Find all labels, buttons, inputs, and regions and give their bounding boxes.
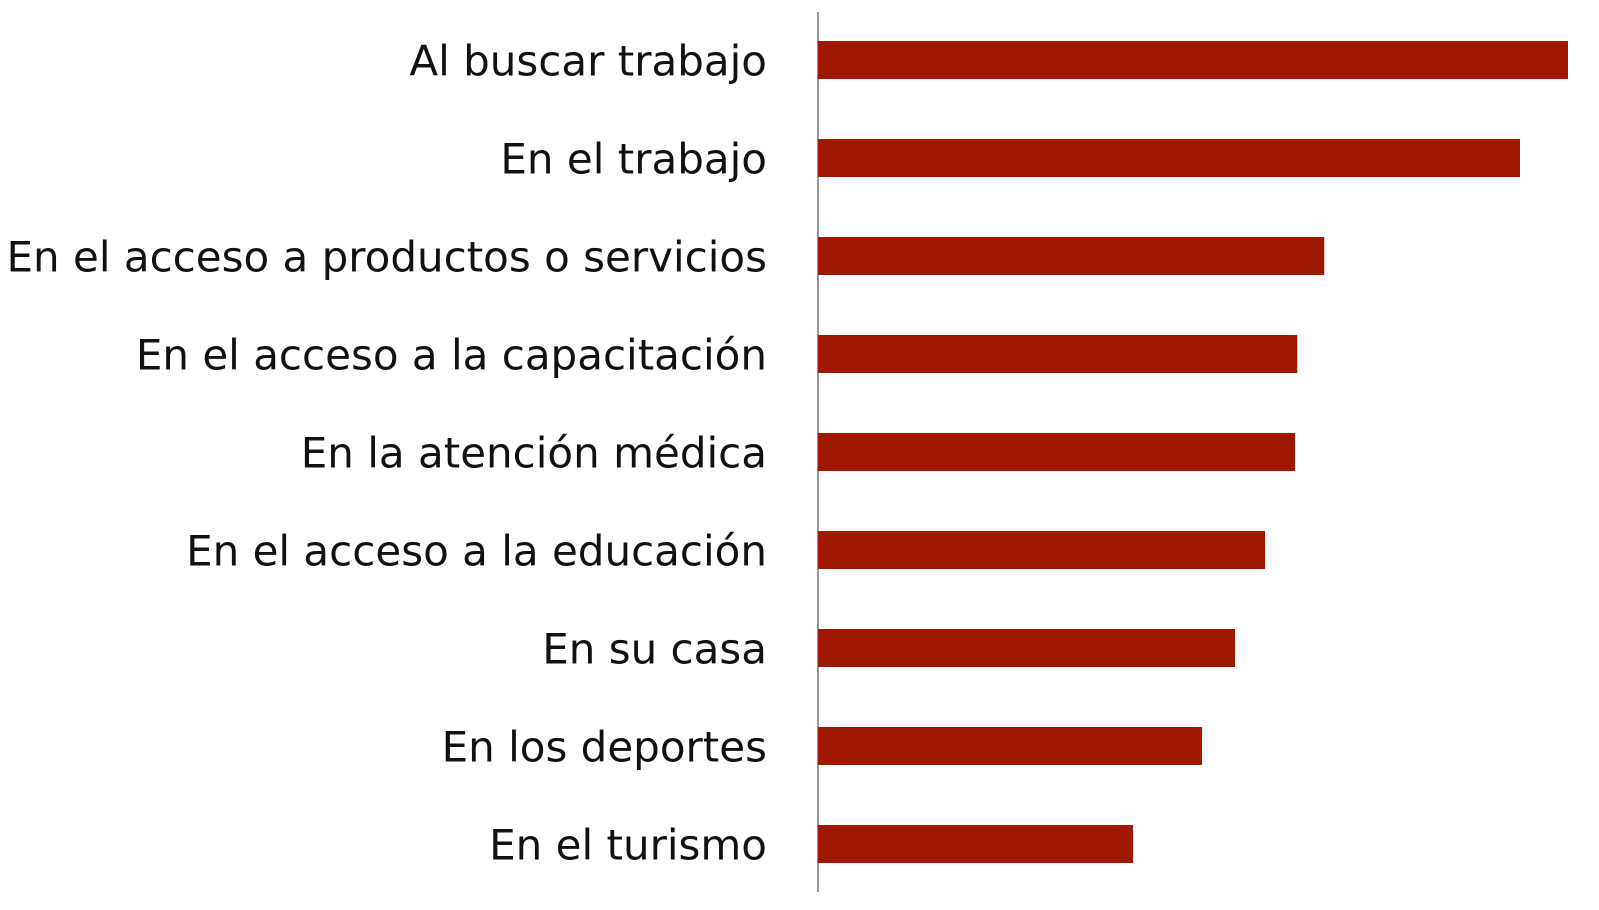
bar [818, 629, 1235, 667]
category-label: En el acceso a la capacitación [136, 331, 767, 380]
category-label: En el acceso a productos o servicios [6, 233, 767, 282]
category-label: En el trabajo [500, 135, 767, 184]
category-label: En su casa [542, 625, 767, 674]
bar [818, 41, 1568, 79]
bar [818, 825, 1133, 863]
category-label: En el turismo [489, 821, 767, 870]
category-label: En los deportes [442, 723, 767, 772]
category-label: En la atención médica [301, 429, 767, 478]
category-label: En el acceso a la educación [186, 527, 767, 576]
bar [818, 531, 1265, 569]
bar [818, 139, 1520, 177]
bar [818, 237, 1325, 275]
bar [818, 727, 1202, 765]
bar [818, 335, 1298, 373]
bar [818, 433, 1295, 471]
category-label: Al buscar trabajo [409, 37, 767, 86]
